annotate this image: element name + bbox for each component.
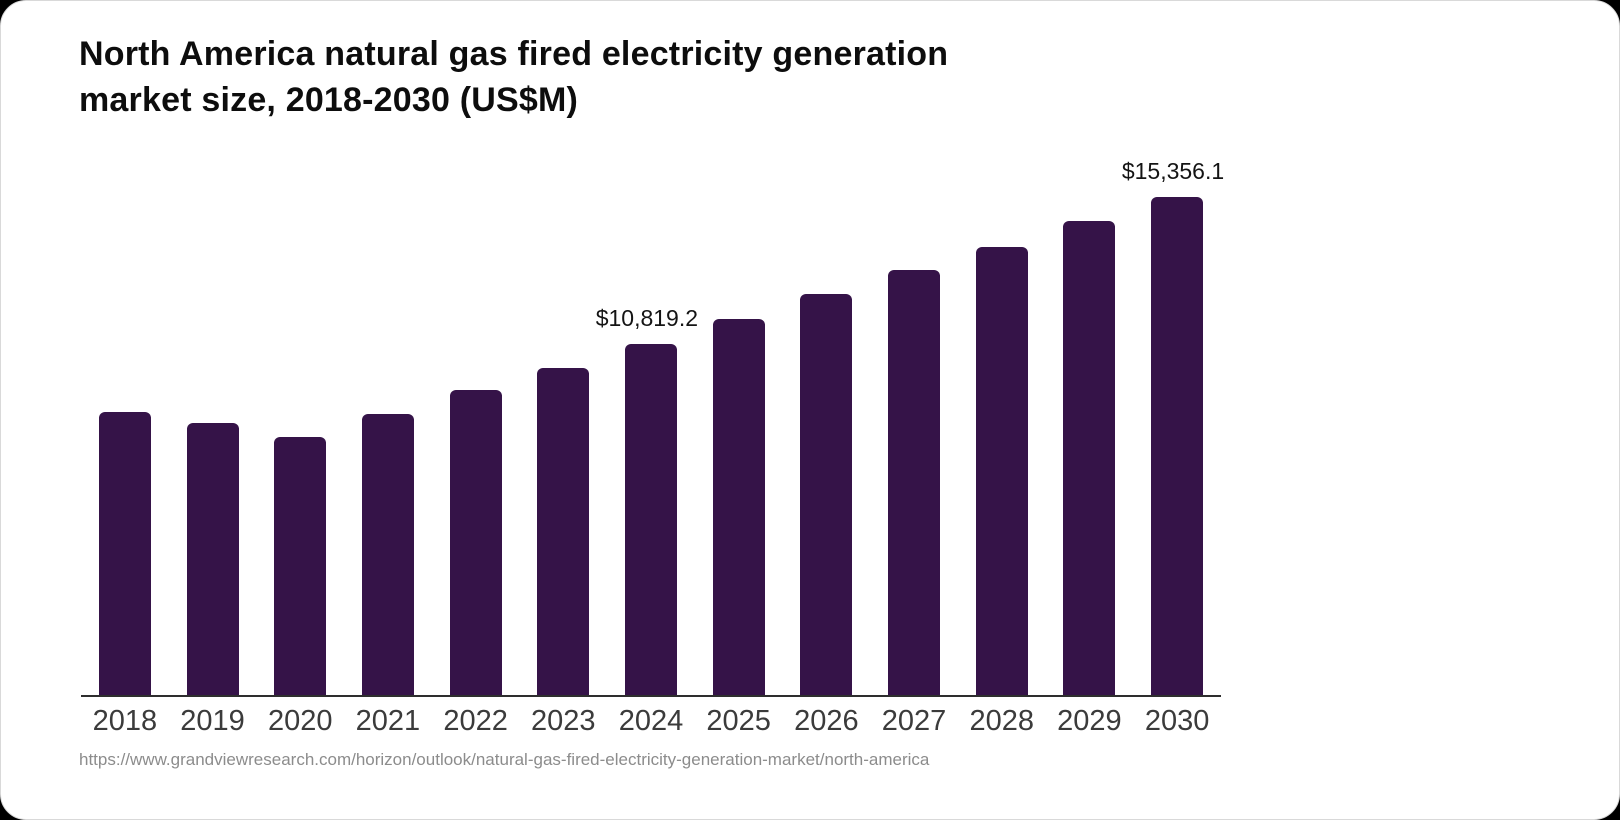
bar-2019 <box>186 423 239 695</box>
bar-slot <box>695 161 783 695</box>
bar-2022 <box>449 390 502 695</box>
x-axis-label-2018: 2018 <box>92 705 158 737</box>
bar-slot <box>519 161 607 695</box>
x-axis-label-2026: 2026 <box>794 705 859 737</box>
x-axis-label-2029: 2029 <box>1057 705 1122 737</box>
bar-slot <box>432 161 520 695</box>
bar-slot <box>169 161 257 695</box>
x-axis-label-2021: 2021 <box>355 705 421 737</box>
chart-title-line1: North America natural gas fired electric… <box>79 35 949 73</box>
x-axis: 2018 2019 2020 2021 2022 2023 2024 2025 2026 2027… <box>81 705 1221 738</box>
bar-2028 <box>975 247 1028 695</box>
bar-slot <box>1046 161 1134 695</box>
bar-slot <box>344 161 432 695</box>
bar-2026 <box>800 294 853 695</box>
x-axis-label-2028: 2028 <box>969 705 1034 737</box>
chart-title: North America natural gas fired electric… <box>79 31 948 123</box>
bar-2030 <box>1151 197 1204 695</box>
x-axis-label-2023: 2023 <box>531 705 596 737</box>
bar-2023 <box>537 368 590 695</box>
x-axis-label-2025: 2025 <box>706 705 771 737</box>
x-axis-label-2030: 2030 <box>1144 705 1210 737</box>
bar-slot <box>870 161 958 695</box>
bar-slot: $10,819.2 <box>596 161 698 695</box>
bar-2027 <box>888 270 941 695</box>
x-axis-label-2022: 2022 <box>443 705 508 737</box>
value-label-2024: $10,819.2 <box>595 305 699 331</box>
bar-slot <box>81 161 169 695</box>
bar-chart-plot-area: $10,819.2 $15,356.1 <box>81 158 1224 697</box>
bar-2018 <box>98 412 151 695</box>
bar-2025 <box>712 319 765 695</box>
bar-2021 <box>361 414 414 695</box>
bar-slot <box>958 161 1046 695</box>
x-axis-label-2020: 2020 <box>267 705 333 737</box>
source-url: https://www.grandviewresearch.com/horizo… <box>79 750 930 769</box>
chart-title-line2: market size, 2018-2030 (US$M) <box>79 81 579 119</box>
bar-2020 <box>274 437 327 695</box>
bar-slot: $15,356.1 <box>1122 158 1224 695</box>
bar-2024 <box>624 344 677 695</box>
x-axis-label-2019: 2019 <box>180 705 245 737</box>
x-axis-label-2027: 2027 <box>881 705 947 737</box>
value-label-2030: $15,356.1 <box>1121 158 1225 184</box>
bar-slot <box>783 161 871 695</box>
bar-slot <box>256 161 344 695</box>
bar-2029 <box>1063 221 1116 695</box>
x-axis-label-2024: 2024 <box>618 705 684 737</box>
